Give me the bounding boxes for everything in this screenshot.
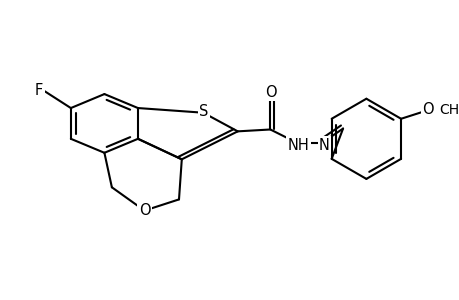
Text: N: N [318,138,329,153]
Text: F: F [35,83,43,98]
Text: CH₃: CH₃ [438,103,459,117]
Text: NH: NH [287,138,308,153]
Text: O: O [421,102,433,117]
Text: O: O [138,203,150,218]
Text: O: O [265,85,276,100]
Text: S: S [199,104,208,119]
